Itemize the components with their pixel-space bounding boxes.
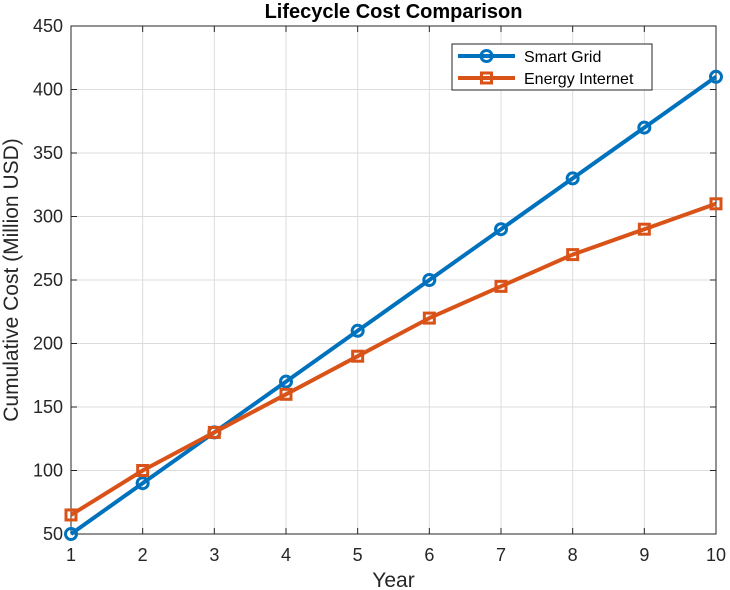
smart-grid-point <box>64 527 78 541</box>
x-tick-label: 7 <box>496 545 506 565</box>
energy-internet-point <box>709 197 723 211</box>
x-tick-label: 10 <box>706 545 726 565</box>
smart-grid-legend-label: Smart Grid <box>524 49 601 66</box>
legend: Smart Grid Energy Internet <box>451 43 653 91</box>
energy-internet-legend-label: Energy Internet <box>524 71 634 88</box>
x-tick-label: 8 <box>568 545 578 565</box>
y-tick-label: 50 <box>43 524 63 544</box>
x-tick-label: 5 <box>353 545 363 565</box>
y-tick-label: 350 <box>33 143 63 163</box>
energy-internet-legend-marker <box>480 71 493 85</box>
y-tick-label: 450 <box>33 16 63 36</box>
smart-grid-series <box>64 69 723 541</box>
y-tick-label: 100 <box>33 461 63 481</box>
smart-grid-point <box>422 273 437 287</box>
smart-grid-point <box>494 222 508 237</box>
energy-internet-point <box>422 311 436 325</box>
legend-items: Smart Grid Energy Internet <box>458 49 634 88</box>
energy-internet-point <box>351 349 365 363</box>
y-tick-label: 300 <box>33 207 63 227</box>
chart-title: Lifecycle Cost Comparison <box>265 1 523 23</box>
y-tick-labels: 50 100 150 200 250 300 350 400 450 <box>33 16 63 544</box>
y-tick-label: 200 <box>33 334 63 354</box>
energy-internet-line <box>69 201 717 517</box>
smart-grid-line <box>69 75 718 536</box>
energy-internet-point <box>207 425 221 439</box>
x-tick-label: 1 <box>66 545 76 565</box>
energy-internet-point <box>637 222 651 236</box>
series-layer <box>64 69 723 541</box>
x-tick-label: 2 <box>138 545 148 565</box>
smart-grid-point <box>637 120 652 135</box>
smart-grid-point <box>350 323 365 338</box>
smart-grid-point <box>135 476 150 491</box>
y-tick-label: 150 <box>33 397 63 417</box>
smart-grid-legend-marker <box>479 49 494 63</box>
y-tick-label: 400 <box>33 80 63 100</box>
energy-internet-series <box>64 197 723 522</box>
y-tick-label: 250 <box>33 270 63 290</box>
x-tick-labels: 1 2 3 4 5 6 7 8 9 10 <box>66 545 726 565</box>
energy-internet-point <box>279 387 293 401</box>
x-tick-label: 6 <box>424 545 434 565</box>
x-tick-label: 9 <box>639 545 649 565</box>
x-tick-label: 3 <box>209 545 219 565</box>
energy-internet-point <box>494 279 508 293</box>
smart-grid-point <box>565 171 580 186</box>
smart-grid-point <box>279 374 293 389</box>
energy-internet-point <box>136 464 150 477</box>
energy-internet-point <box>64 508 78 522</box>
y-axis-title: Cumulative Cost (Million USD) <box>0 138 23 422</box>
x-axis-title: Year <box>372 569 414 590</box>
smart-grid-point <box>709 69 723 84</box>
energy-internet-point <box>566 248 580 262</box>
x-tick-label: 4 <box>281 545 291 565</box>
